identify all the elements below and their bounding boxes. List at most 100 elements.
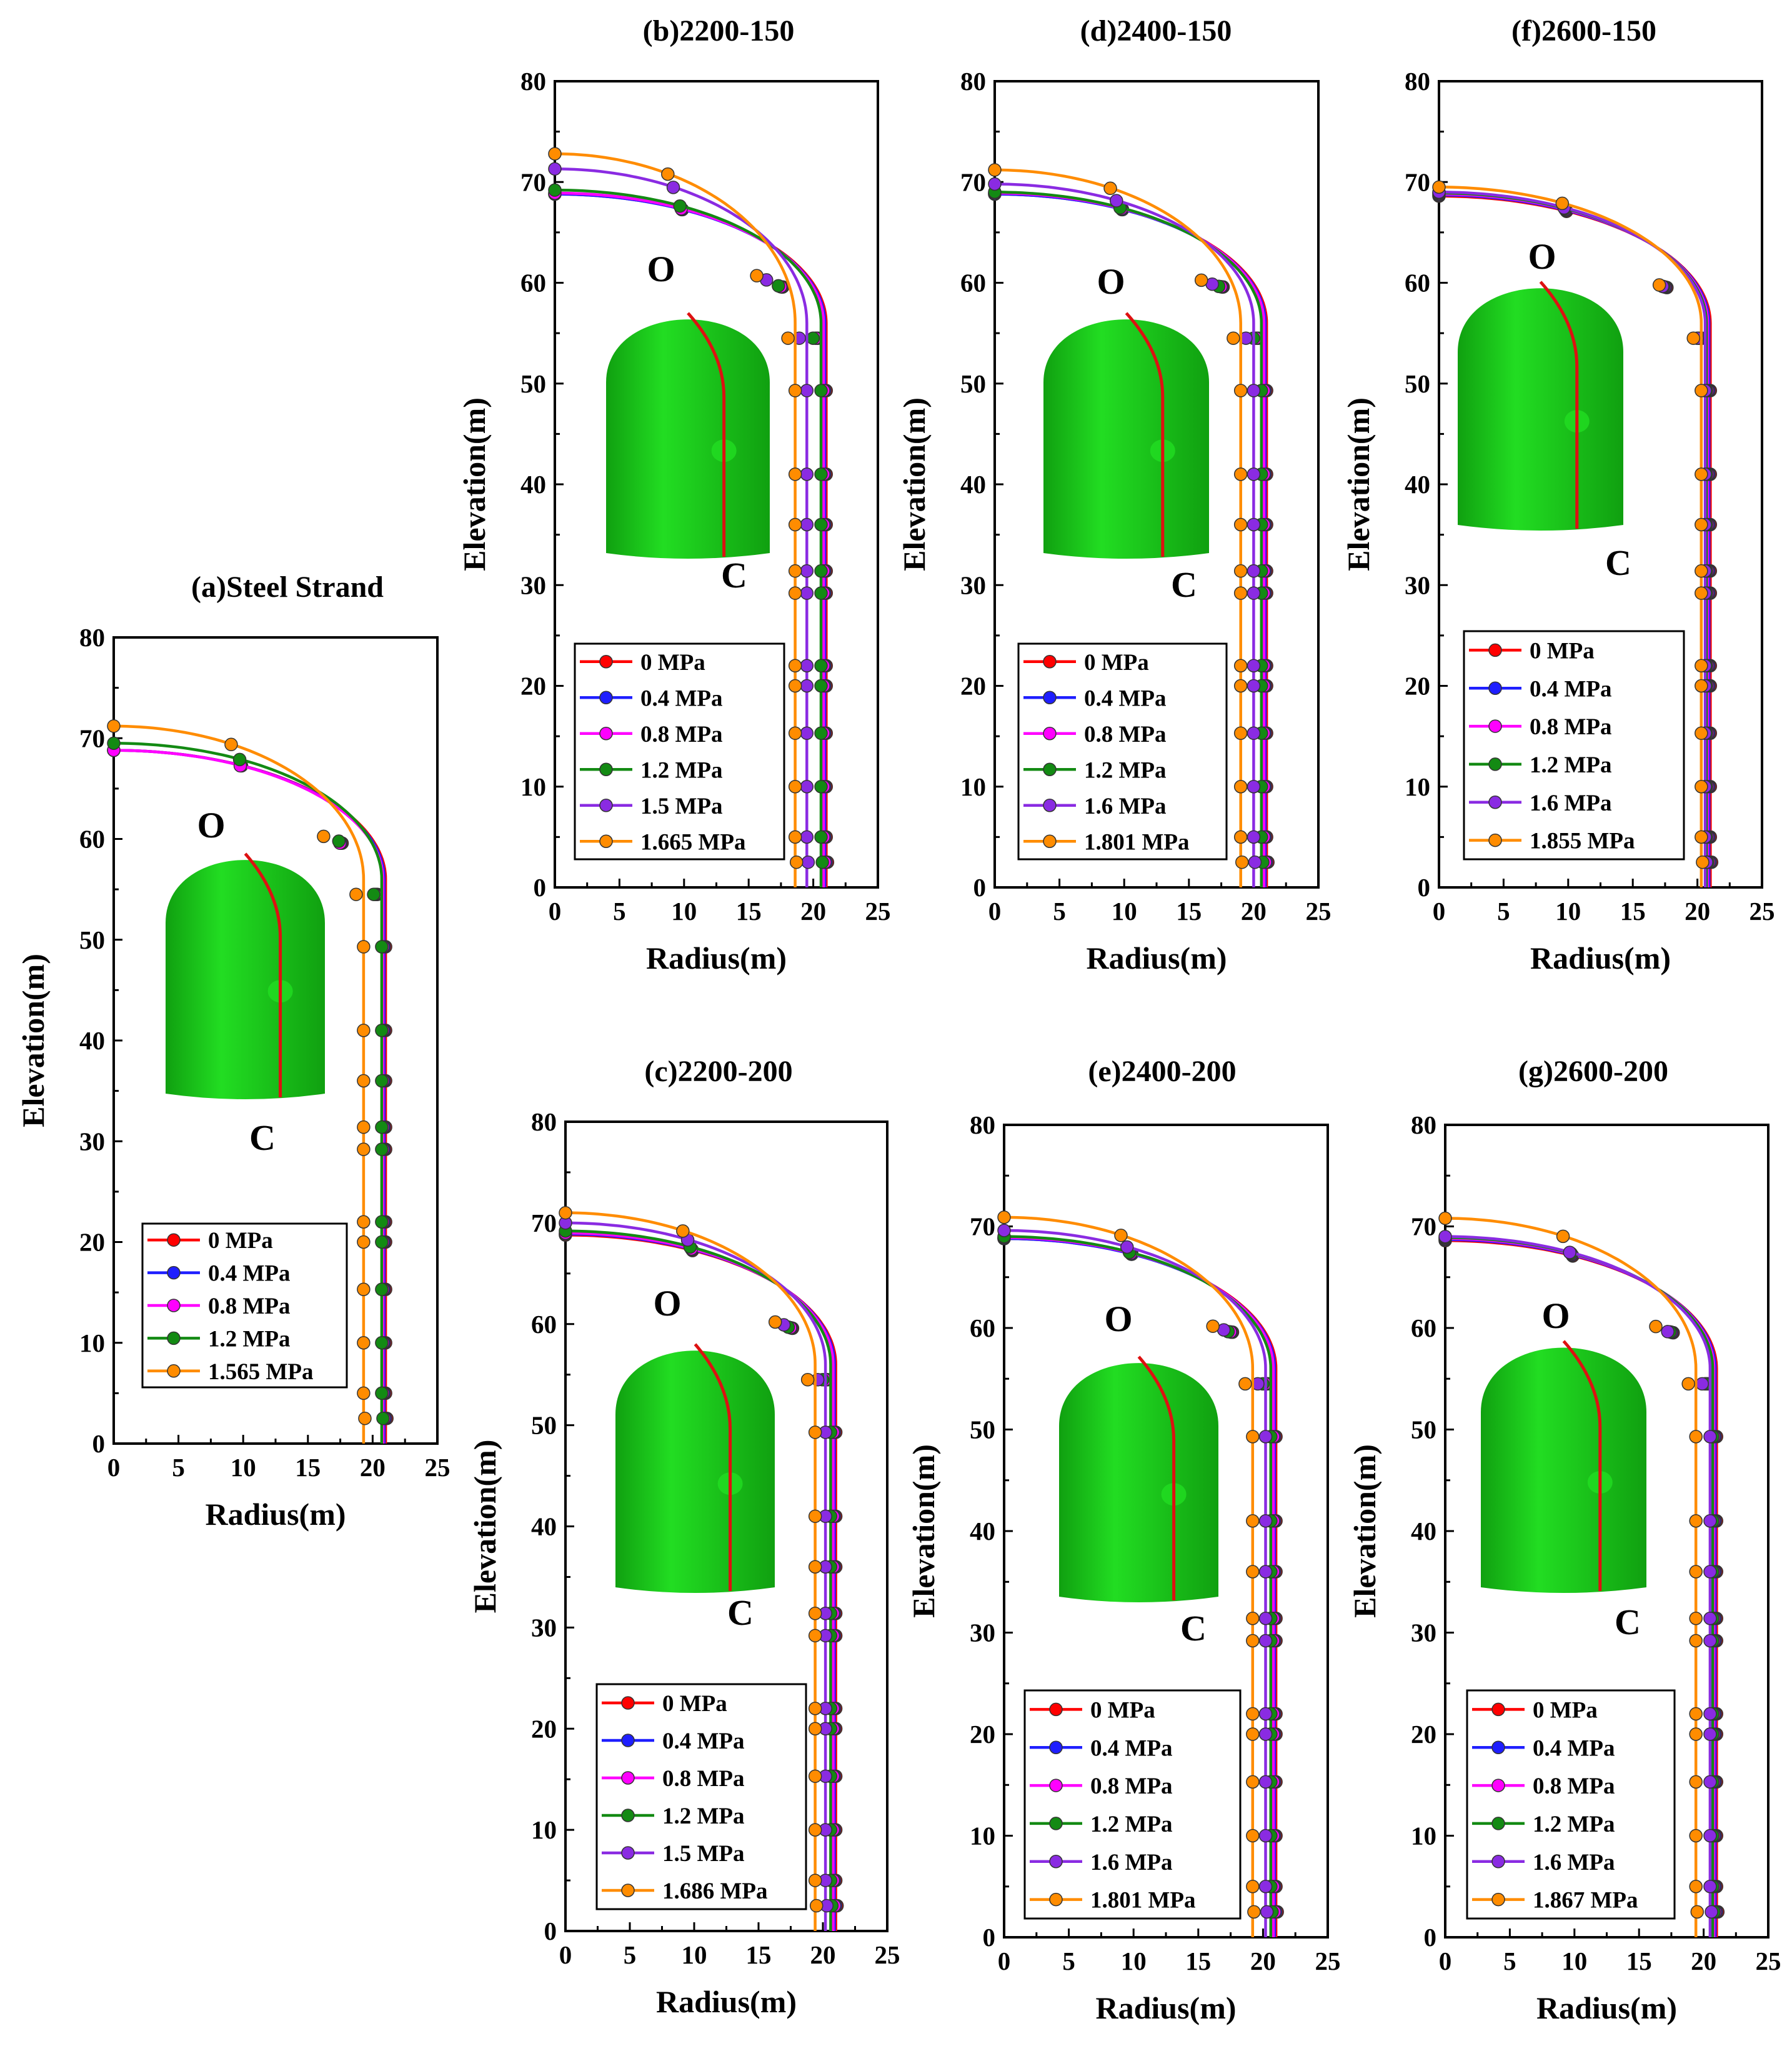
y-tick-label: 20 [520, 672, 546, 701]
dome-body-shape [1043, 319, 1209, 559]
y-tick-label: 70 [1405, 167, 1430, 196]
chart-title: (a)Steel Strand [191, 571, 384, 604]
data-point [1555, 196, 1570, 211]
series-line [113, 724, 366, 1444]
legend-swatch-marker [1049, 1855, 1063, 1869]
data-point [661, 167, 675, 181]
y-tick-label: 10 [970, 1822, 995, 1850]
data-point [1695, 830, 1708, 844]
legend-swatch-marker [599, 655, 613, 669]
x-tick-label: 25 [1306, 897, 1332, 926]
x-tick-label: 0 [559, 1940, 572, 1969]
data-point [1246, 1514, 1260, 1528]
annotation-c: C [249, 1117, 276, 1158]
x-tick-label: 10 [671, 897, 697, 926]
data-point [1233, 586, 1248, 600]
annotation-o: O [197, 805, 225, 846]
data-point [1103, 181, 1117, 196]
series-1_6-MPa [1438, 1230, 1718, 1937]
panel-e: (e)2400-200 0 5 10 15 20 25 0 10 20 30 40 50 60 70 80 Ra… [906, 1055, 1341, 2025]
series-line [565, 1211, 817, 1931]
data-point [375, 1386, 389, 1400]
legend-swatch-marker [167, 1265, 181, 1280]
series-line [1438, 186, 1703, 887]
y-axis-label: Elevation(m) [906, 1444, 941, 1618]
x-tick-label: 15 [736, 897, 762, 926]
data-point [1695, 586, 1708, 600]
data-point [332, 834, 346, 848]
series-line [555, 188, 823, 887]
data-point [1247, 564, 1261, 578]
chart-title: (c)2200-200 [644, 1055, 792, 1088]
data-point [1689, 1634, 1703, 1648]
legend-entry: 1.2 MPa [208, 1326, 291, 1352]
chart-title: (f)2600-150 [1511, 14, 1656, 47]
legend-entry: 1.2 MPa [1530, 752, 1612, 778]
legend: 0 MPa 0.4 MPa 0.8 MPa 1.2 MPa 1.6 MPa 1.855 M… [1463, 630, 1685, 861]
data-point [375, 1336, 389, 1350]
series-line [994, 182, 1255, 887]
data-point [1110, 194, 1123, 207]
data-point [375, 1024, 389, 1037]
data-point [808, 1769, 822, 1784]
series-line [554, 191, 825, 887]
legend-entry: 0 MPa [1090, 1697, 1155, 1723]
series-line [995, 191, 1263, 887]
y-axis-label: Elevation(m) [16, 954, 51, 1127]
data-point [357, 1282, 371, 1297]
data-point [1695, 659, 1708, 672]
legend-swatch-marker [1049, 1779, 1063, 1792]
data-point [1695, 384, 1708, 397]
data-point [1703, 1565, 1717, 1579]
data-point [1246, 1634, 1260, 1648]
data-point [1703, 1775, 1717, 1789]
legend-entry: 0.4 MPa [1084, 686, 1167, 711]
legend-entry: 0.4 MPa [208, 1261, 291, 1287]
y-tick-label: 0 [1418, 873, 1431, 902]
legend-swatch-marker [621, 1696, 635, 1710]
y-tick-label: 70 [531, 1209, 557, 1237]
y-tick-label: 70 [960, 167, 986, 196]
data-point [808, 1509, 822, 1524]
data-point [800, 564, 814, 578]
data-point [357, 1336, 371, 1350]
y-tick-label: 50 [79, 926, 105, 954]
series-1_867-MPa [1438, 1211, 1705, 1937]
data-point [814, 564, 828, 578]
legend-entry: 0 MPa [208, 1228, 273, 1254]
green-tank-dome-icon [1043, 312, 1209, 559]
series-line [554, 167, 809, 887]
legend-entry: 0.4 MPa [1090, 1735, 1173, 1761]
data-point [788, 586, 802, 600]
series-1_665-MPa [548, 147, 804, 887]
data-point [1247, 384, 1261, 397]
y-tick-label: 20 [79, 1228, 105, 1257]
data-point [808, 1702, 822, 1715]
legend-entry: 1.5 MPa [662, 1841, 745, 1867]
legend-entry: 1.801 MPa [1084, 829, 1190, 855]
y-tick-label: 0 [544, 1917, 557, 1945]
legend-swatch-marker [621, 1734, 635, 1747]
legend-swatch-marker [1043, 691, 1057, 704]
data-point [1246, 1612, 1260, 1625]
y-tick-label: 20 [1411, 1720, 1436, 1749]
data-point [1258, 1565, 1273, 1579]
annotation-c: C [1180, 1608, 1207, 1649]
legend-entry: 0 MPa [1533, 1697, 1598, 1723]
data-point [1689, 1565, 1703, 1579]
series-1_686-MPa [559, 1205, 824, 1931]
y-tick-label: 60 [79, 825, 105, 854]
data-point [788, 780, 802, 794]
data-point [1681, 1377, 1695, 1391]
x-axis-label: Radius(m) [656, 1984, 797, 2019]
data-point [1114, 1229, 1128, 1242]
x-tick-label: 5 [1503, 1947, 1516, 1975]
data-point [1258, 1612, 1273, 1625]
data-point [1246, 1775, 1260, 1789]
x-tick-label: 15 [295, 1453, 321, 1482]
legend: 0 MPa 0.4 MPa 0.8 MPa 1.2 MPa 1.6 MPa 1.801 M… [1017, 642, 1228, 861]
data-point [800, 1373, 815, 1387]
data-point [1689, 1727, 1703, 1741]
y-tick-label: 30 [970, 1619, 995, 1647]
legend-box [595, 1683, 807, 1910]
